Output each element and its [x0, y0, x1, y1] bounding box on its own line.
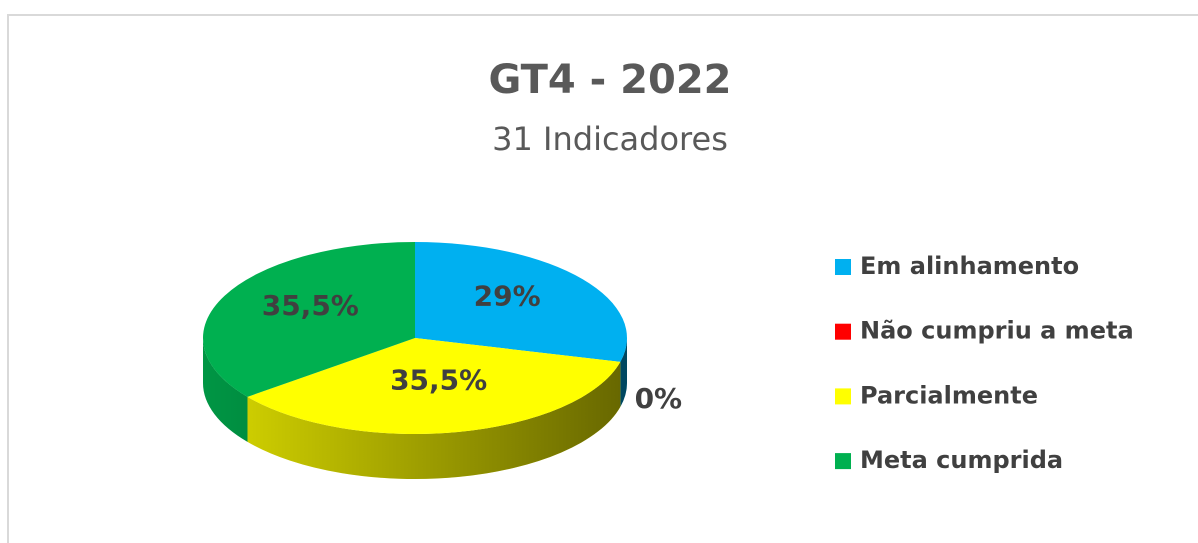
legend-swatch [835, 323, 851, 340]
data-label: 35,5% [390, 364, 487, 397]
pie-side-shade [620, 338, 627, 407]
legend-label: Parcialmente [860, 381, 1038, 409]
legend-label: Em alinhamento [860, 252, 1079, 280]
data-label: 0% [635, 382, 683, 415]
data-label: 29% [474, 280, 541, 313]
pie-side-shade [203, 338, 248, 442]
pie-side-shade [247, 361, 621, 480]
chart-subtitle: 31 Indicadores [492, 120, 728, 158]
pie-slice [203, 242, 415, 397]
legend-swatch [835, 388, 851, 405]
data-label: 35,5% [262, 289, 359, 322]
legend-label: Não cumpriu a meta [860, 317, 1134, 345]
pie-slice [247, 338, 621, 435]
legend-swatch [835, 259, 851, 275]
legend-swatch [835, 453, 851, 470]
pie-slice [415, 242, 627, 362]
chart-title: GT4 - 2022 [488, 57, 731, 103]
legend-label: Meta cumprida [860, 446, 1063, 474]
chart-frame [7, 14, 1198, 543]
